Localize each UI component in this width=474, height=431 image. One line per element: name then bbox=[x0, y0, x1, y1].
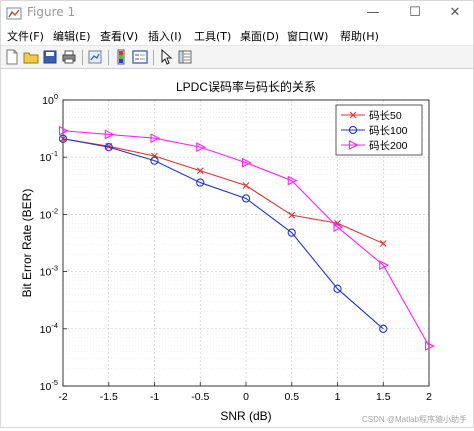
circle-marker bbox=[150, 156, 159, 165]
circle-marker bbox=[333, 284, 342, 293]
circle-marker bbox=[58, 134, 68, 143]
y-axis-label: Bit Error Rate (BER) bbox=[20, 189, 34, 298]
circle-marker bbox=[196, 178, 205, 187]
x-marker-stroke bbox=[349, 111, 357, 119]
series-line bbox=[62, 130, 430, 347]
y-tick-label: 10-4 bbox=[40, 321, 58, 336]
menu-file[interactable]: 文件(F) bbox=[7, 30, 44, 43]
triangle-marker bbox=[379, 260, 389, 270]
circle-marker bbox=[379, 324, 388, 333]
x-tick-label: 0.5 bbox=[284, 391, 299, 403]
title-bar[interactable]: Figure 1 — ☐ ✕ bbox=[1, 1, 473, 25]
y-tick-exponent: -5 bbox=[51, 378, 58, 387]
x-marker bbox=[242, 182, 250, 189]
triangle-marker bbox=[287, 175, 298, 186]
menu-tools[interactable]: 工具(T) bbox=[194, 30, 232, 43]
menu-edit[interactable]: 编辑(E) bbox=[53, 30, 91, 43]
circle-marker bbox=[104, 142, 113, 152]
menu-help[interactable]: 帮助(H) bbox=[340, 30, 379, 43]
save-icon[interactable] bbox=[42, 49, 58, 65]
y-tick-exponent: -2 bbox=[51, 206, 58, 215]
property-inspector-icon[interactable] bbox=[177, 49, 193, 65]
menu-desktop[interactable]: 桌面(D) bbox=[240, 30, 280, 43]
x-tick-label: -2 bbox=[58, 391, 67, 403]
triangle-marker bbox=[196, 142, 206, 153]
y-tick-exponent: -4 bbox=[51, 321, 58, 330]
legend-label: 码长100 bbox=[369, 125, 408, 137]
close-button[interactable]: ✕ bbox=[449, 5, 461, 20]
x-marker bbox=[288, 211, 296, 219]
axis-ticks: -2 -1.5 -1 -0.5 0 0.5 1 1.5 2 100 10-1 10-2 10-3 10-4… bbox=[40, 92, 432, 403]
minimize-button[interactable]: — bbox=[366, 5, 380, 20]
toolbar-separator bbox=[82, 50, 83, 65]
x-marker-stroke bbox=[379, 240, 387, 247]
window-title: Figure 1 bbox=[27, 5, 76, 19]
triangle-marker bbox=[241, 157, 252, 168]
legend-label: 码长50 bbox=[369, 110, 402, 122]
edit-plot-icon[interactable] bbox=[158, 49, 174, 65]
open-folder-icon[interactable] bbox=[23, 49, 39, 65]
y-tick-exponent: -3 bbox=[51, 264, 58, 273]
y-tick-label: 10-3 bbox=[40, 264, 58, 279]
x-tick-label: 1.5 bbox=[376, 391, 391, 403]
series-3 bbox=[58, 125, 435, 351]
x-marker-stroke bbox=[242, 182, 250, 189]
menu-insert[interactable]: 插入(I) bbox=[148, 30, 182, 43]
x-tick-label: -1 bbox=[150, 391, 159, 403]
y-tick-label: 100 bbox=[42, 92, 58, 107]
x-tick-label: 2 bbox=[426, 391, 432, 403]
circle-marker bbox=[348, 125, 358, 135]
chart-title: LPDC误码率与码长的关系 bbox=[176, 79, 316, 94]
legend: 码长50 码长100 码长200 bbox=[335, 104, 423, 156]
watermark: CSDN @Matlab程序猿小助手 bbox=[362, 414, 467, 424]
data-series bbox=[58, 125, 435, 351]
toolbar-separator bbox=[108, 50, 109, 65]
y-tick-exponent: -1 bbox=[51, 149, 58, 158]
y-tick-label: 10-2 bbox=[40, 206, 58, 221]
triangle-marker bbox=[58, 125, 69, 136]
print-icon[interactable] bbox=[61, 49, 77, 65]
toolbar bbox=[1, 45, 473, 69]
x-marker-stroke bbox=[196, 167, 204, 175]
y-tick-exponent: 0 bbox=[54, 92, 58, 101]
circle-marker bbox=[287, 228, 296, 237]
x-tick-label: -1.5 bbox=[100, 391, 118, 403]
legend-icon[interactable] bbox=[132, 49, 148, 65]
legend-label: 码长200 bbox=[369, 140, 408, 152]
series-2 bbox=[58, 134, 388, 333]
y-tick-label: 10-1 bbox=[40, 149, 58, 164]
x-marker bbox=[196, 167, 204, 175]
series-line bbox=[62, 138, 384, 244]
triangle-marker bbox=[348, 140, 359, 150]
x-axis-label: SNR (dB) bbox=[220, 409, 271, 423]
x-marker-stroke bbox=[288, 211, 296, 219]
matlab-figure-icon bbox=[6, 7, 22, 20]
x-marker bbox=[349, 111, 357, 119]
link-plot-icon[interactable] bbox=[87, 49, 103, 65]
new-file-icon[interactable] bbox=[4, 49, 20, 65]
x-marker bbox=[379, 240, 387, 247]
colorbar-icon[interactable] bbox=[113, 49, 129, 65]
menu-view[interactable]: 查看(V) bbox=[100, 30, 139, 43]
x-tick-label: 1 bbox=[335, 391, 341, 403]
circle-marker bbox=[241, 194, 251, 203]
figure-canvas: LPDC误码率与码长的关系 -2 -1.5 -1 -0.5 0 0.5 1 1.5 2 100 10… bbox=[1, 69, 473, 427]
series-line bbox=[62, 138, 384, 330]
maximize-button[interactable]: ☐ bbox=[409, 5, 421, 20]
toolbar-separator bbox=[153, 50, 154, 65]
x-tick-label: -0.5 bbox=[191, 391, 209, 403]
menu-bar: 文件(F) 编辑(E) 查看(V) 插入(I) 工具(T) 桌面(D) 窗口(W… bbox=[1, 25, 473, 45]
grid-lines bbox=[62, 99, 430, 387]
x-tick-label: 0 bbox=[243, 391, 249, 403]
ber-chart: LPDC误码率与码长的关系 -2 -1.5 -1 -0.5 0 0.5 1 1.5 2 100 10… bbox=[20, 79, 467, 424]
menu-window[interactable]: 窗口(W) bbox=[287, 30, 329, 43]
triangle-marker bbox=[150, 133, 161, 144]
triangle-marker bbox=[424, 341, 435, 351]
triangle-marker bbox=[333, 222, 344, 232]
triangle-marker bbox=[104, 129, 115, 140]
series-1 bbox=[59, 135, 387, 247]
y-tick-label: 10-5 bbox=[40, 378, 58, 393]
